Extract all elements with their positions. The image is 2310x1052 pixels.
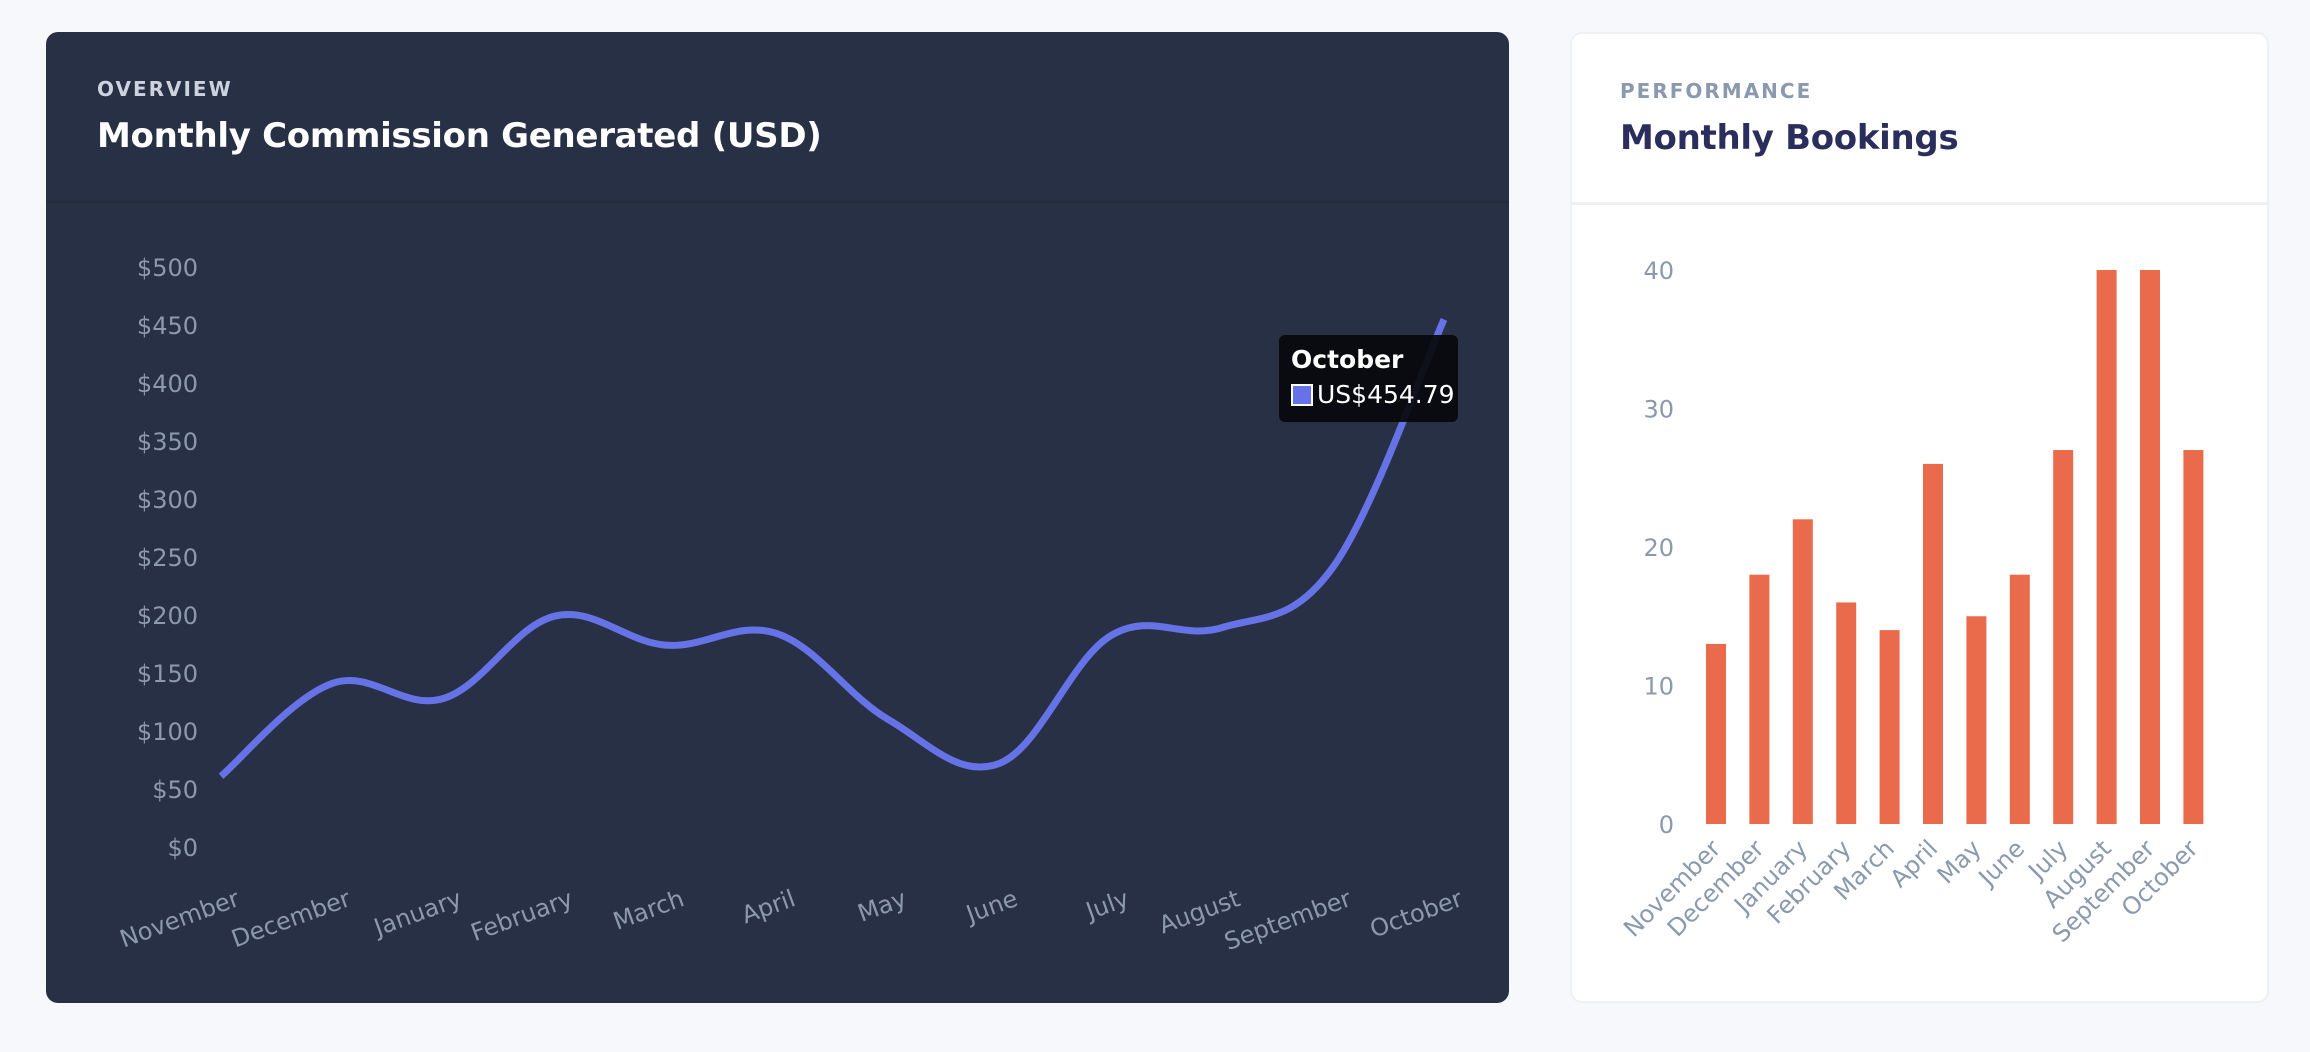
commission-card-header: OVERVIEW Monthly Commission Generated (U… <box>46 32 1509 203</box>
tooltip-value: US$454.79 <box>1317 380 1455 409</box>
x-tick-label: June <box>961 884 1022 929</box>
x-tick-label: September <box>1221 884 1355 956</box>
booking-bar[interactable] <box>2183 450 2204 824</box>
bar-y-tick-label: 20 <box>1643 534 1674 562</box>
bar-x-tick-label: May <box>1932 834 1987 889</box>
commission-line[interactable] <box>218 318 1448 779</box>
y-tick-label: $300 <box>137 486 198 514</box>
bar-x-tick-label: April <box>1885 834 1944 893</box>
booking-bar[interactable] <box>1706 643 1726 824</box>
x-tick-label: January <box>368 884 465 942</box>
x-tick-label: December <box>228 884 355 953</box>
tooltip-row: US$454.79 <box>1291 381 1458 409</box>
x-tick-label: May <box>854 884 910 927</box>
y-tick-label: $500 <box>137 254 198 282</box>
booking-bar[interactable] <box>1792 519 1813 824</box>
booking-bar[interactable] <box>2053 450 2074 824</box>
y-tick-label: $200 <box>137 602 198 630</box>
booking-bar[interactable] <box>2009 574 2030 824</box>
tooltip-swatch-icon <box>1291 384 1313 406</box>
bar-y-tick-label: 0 <box>1659 811 1674 839</box>
y-tick-label: $450 <box>137 312 198 340</box>
bar-x-tick-label: June <box>1972 834 2030 892</box>
y-tick-label: $150 <box>137 660 198 688</box>
bookings-title: Monthly Bookings <box>1620 118 1959 158</box>
x-tick-label: July <box>1080 884 1132 926</box>
bar-y-tick-label: 40 <box>1643 257 1674 285</box>
bookings-card-header: PERFORMANCE Monthly Bookings <box>1572 34 2267 205</box>
y-tick-label: $100 <box>137 718 198 746</box>
booking-bar[interactable] <box>1966 616 1987 824</box>
booking-bar[interactable] <box>1749 574 1770 824</box>
x-tick-label: October <box>1366 884 1466 943</box>
booking-bar[interactable] <box>1836 602 1857 824</box>
y-tick-label: $350 <box>137 428 198 456</box>
tooltip-title: October <box>1291 345 1404 374</box>
bar-y-tick-label: 10 <box>1643 673 1674 701</box>
bar-y-tick-label: 30 <box>1643 396 1674 424</box>
y-tick-label: $250 <box>137 544 198 572</box>
y-tick-label: $400 <box>137 370 198 398</box>
x-tick-label: April <box>738 884 799 929</box>
commission-card: OVERVIEW Monthly Commission Generated (U… <box>46 32 1509 1003</box>
x-tick-label: February <box>467 884 577 947</box>
y-tick-label: $50 <box>152 776 198 804</box>
booking-bar[interactable] <box>1923 463 1943 824</box>
booking-bar[interactable] <box>2140 270 2160 824</box>
booking-bar[interactable] <box>1879 630 1900 824</box>
booking-bar[interactable] <box>2096 270 2117 824</box>
bookings-eyebrow: PERFORMANCE <box>1620 79 1813 103</box>
x-tick-label: November <box>116 884 243 953</box>
commission-eyebrow: OVERVIEW <box>97 77 233 101</box>
x-tick-label: March <box>609 884 687 935</box>
commission-title: Monthly Commission Generated (USD) <box>97 116 822 156</box>
chart-tooltip: October US$454.79 <box>1279 335 1458 422</box>
y-tick-label: $0 <box>167 834 198 862</box>
